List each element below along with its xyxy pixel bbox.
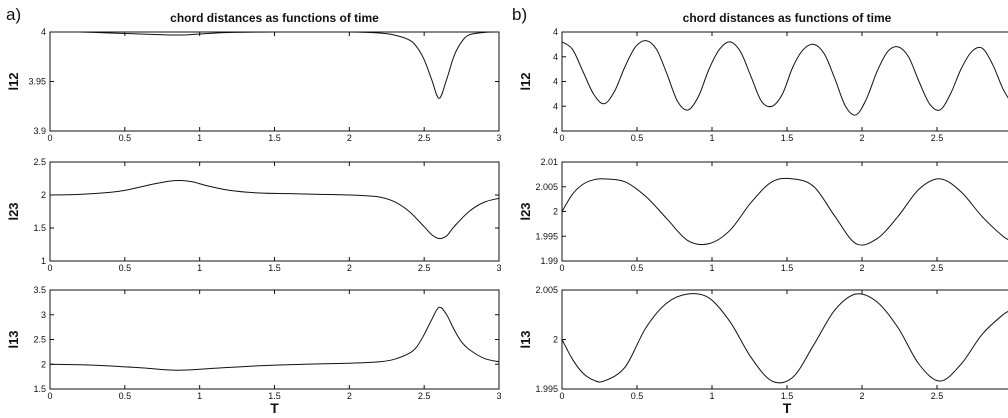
x-axis-label: T: [270, 400, 279, 416]
x-tick-label: 2.5: [418, 391, 431, 401]
y-axis-label: l23: [6, 202, 21, 220]
y-axis-label: l12: [6, 72, 21, 90]
y-tick-label: 2: [41, 190, 46, 200]
subplot-b1: chord distances as functions of time 0 0.5…: [518, 11, 1008, 143]
y-tick-label: 2.5: [33, 335, 46, 345]
y-tick-label: 1.995: [535, 231, 558, 241]
y-tick-label: 4: [553, 101, 558, 111]
plot-frame: [561, 289, 1008, 390]
y-tick-label: 2.5: [33, 157, 46, 167]
x-tick-label: 2: [347, 391, 352, 401]
x-tick-label: 1: [709, 391, 714, 401]
x-tick-label: 1: [709, 133, 714, 143]
y-tick-label: 4: [41, 27, 46, 37]
x-tick-label: 0.5: [631, 263, 644, 273]
x-tick-label: 1.5: [781, 263, 794, 273]
x-tick-label: 0: [559, 391, 564, 401]
y-tick-label: 4: [553, 126, 558, 136]
x-tick-label: 1.5: [268, 391, 281, 401]
x-tick-label: 0.5: [119, 133, 132, 143]
y-tick-label: 3.9: [33, 126, 46, 136]
subplot-a1: chord distances as functions of time 0 0.5…: [6, 11, 502, 143]
subplot-a3: 0 0.5 1 1.5 2 2.5 3 1.5 2 2.5 3 3.5 l13 T: [6, 285, 502, 416]
y-tick-label: 1.5: [33, 384, 46, 394]
x-tick-label: 0: [47, 391, 52, 401]
x-tick-label: 0: [47, 133, 52, 143]
chart-title: chord distances as functions of time: [683, 11, 892, 25]
x-tick-label: 2: [347, 263, 352, 273]
subplot-a2: 0 0.5 1 1.5 2 2.5 3 1 1.5 2 2.5 l23: [6, 157, 502, 273]
x-tick-label: 2.5: [931, 263, 944, 273]
x-tick-label: 2.5: [418, 263, 431, 273]
x-tick-label: 1: [709, 263, 714, 273]
x-tick-label: 0.5: [631, 133, 644, 143]
series-line: [50, 306, 499, 371]
chart-title: chord distances as functions of time: [170, 11, 379, 25]
series-line: [562, 293, 1008, 384]
x-tick-label: 3: [496, 263, 501, 273]
x-tick-label: 0.5: [119, 391, 132, 401]
y-tick-label: 4: [553, 27, 558, 37]
y-tick-label: 2.005: [535, 285, 558, 295]
y-tick-label: 2: [41, 359, 46, 369]
x-tick-label: 2.5: [418, 133, 431, 143]
y-axis-label: l12: [518, 72, 533, 90]
series-line: [50, 32, 499, 99]
x-tick-label: 1: [197, 133, 202, 143]
plot-frame: [49, 31, 500, 132]
x-tick-label: 1.5: [781, 133, 794, 143]
x-tick-label: 0.5: [119, 263, 132, 273]
x-tick-label: 2: [859, 391, 864, 401]
plot-frame: [561, 31, 1008, 132]
x-tick-label: 1: [197, 391, 202, 401]
y-axis-label: l23: [518, 202, 533, 220]
x-tick-label: 1.5: [781, 391, 794, 401]
x-tick-label: 0.5: [631, 391, 644, 401]
series-line: [562, 177, 1008, 246]
y-axis-label: l13: [518, 330, 533, 348]
x-tick-label: 0: [47, 263, 52, 273]
plot-frame: [49, 161, 500, 262]
y-tick-label: 1.995: [535, 384, 558, 394]
y-tick-label: 2: [553, 335, 558, 345]
series-line: [562, 40, 1008, 116]
x-tick-label: 2.5: [931, 391, 944, 401]
x-tick-label: 2: [859, 263, 864, 273]
x-axis-label: T: [783, 400, 792, 416]
x-tick-label: 0: [559, 133, 564, 143]
y-tick-label: 4: [553, 77, 558, 87]
y-tick-label: 3: [41, 310, 46, 320]
y-tick-label: 2.005: [535, 182, 558, 192]
x-tick-label: 1: [197, 263, 202, 273]
y-tick-label: 1.5: [33, 223, 46, 233]
y-tick-label: 2.01: [540, 157, 558, 167]
x-tick-label: 3: [496, 391, 501, 401]
plot-frame: [49, 289, 500, 390]
series-line: [50, 179, 499, 240]
plot-frame: [561, 161, 1008, 262]
y-tick-label: 3.5: [33, 285, 46, 295]
x-tick-label: 2: [347, 133, 352, 143]
y-tick-label: 3.95: [28, 77, 46, 87]
x-tick-label: 2: [859, 133, 864, 143]
x-tick-label: 1.5: [268, 133, 281, 143]
x-tick-label: 1.5: [268, 263, 281, 273]
y-axis-label: l13: [6, 330, 21, 348]
y-tick-label: 4: [553, 52, 558, 62]
y-tick-label: 2: [553, 207, 558, 217]
y-tick-label: 1.99: [540, 256, 558, 266]
x-tick-label: 0: [559, 263, 564, 273]
y-tick-label: 1: [41, 256, 46, 266]
panel-label-a: a): [6, 5, 21, 24]
panel-label-b: b): [512, 5, 527, 24]
x-tick-label: 3: [496, 133, 501, 143]
x-tick-label: 2.5: [931, 133, 944, 143]
